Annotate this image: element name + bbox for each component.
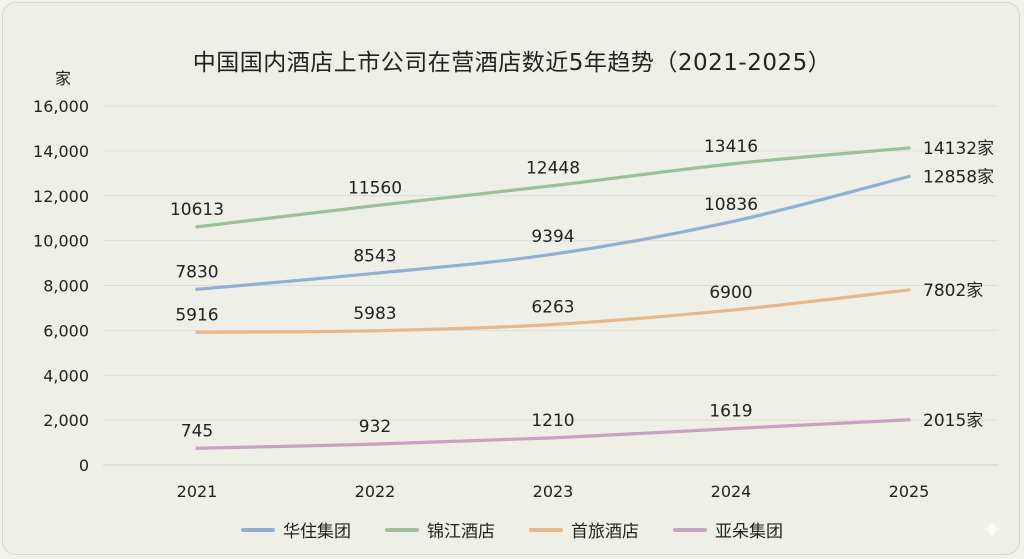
chart-title: 中国国内酒店上市公司在营酒店数近5年趋势（2021-2025）	[192, 50, 832, 76]
data-label: 7830	[175, 262, 218, 282]
data-point	[551, 252, 555, 256]
x-tick-label: 2024	[711, 482, 752, 501]
data-point	[907, 174, 911, 179]
legend-label: 亚朵集团	[715, 522, 783, 542]
data-label: 1619	[709, 402, 752, 422]
data-point	[729, 162, 733, 166]
y-tick-label: 10,000	[33, 232, 89, 251]
data-label: 10613	[170, 200, 224, 220]
data-label: 8543	[353, 246, 396, 266]
y-tick-label: 12,000	[33, 187, 89, 206]
y-tick-label: 16,000	[33, 97, 89, 116]
chart-legend: 华住集团 锦江酒店 首旅酒店 亚朵集团	[3, 517, 1019, 542]
data-point	[729, 220, 733, 224]
legend-item: 亚朵集团	[673, 517, 783, 542]
data-label: 6263	[531, 297, 574, 317]
x-tick-label: 2022	[355, 482, 396, 501]
data-point	[907, 418, 911, 422]
data-label: 932	[359, 417, 391, 437]
data-point	[551, 436, 555, 440]
data-label: 13416	[704, 137, 758, 157]
y-tick-label: 0	[79, 456, 89, 475]
legend-swatch	[241, 527, 275, 532]
data-label: 7802家	[923, 281, 983, 301]
data-point	[373, 442, 377, 446]
legend-label: 首旅酒店	[571, 522, 639, 542]
y-tick-label: 8,000	[43, 277, 89, 296]
data-point	[907, 288, 911, 292]
legend-label: 锦江酒店	[427, 522, 495, 542]
legend-item: 锦江酒店	[385, 517, 495, 542]
sparkle-icon: ✦	[981, 516, 1003, 546]
data-label: 745	[181, 421, 213, 441]
data-label: 6900	[709, 283, 752, 303]
data-label: 1210	[531, 411, 574, 431]
data-label: 12448	[526, 159, 580, 179]
data-point	[195, 287, 199, 291]
data-point	[195, 225, 199, 229]
data-label: 5983	[353, 304, 396, 324]
line-chart-plot: 0 2,000 4,000 6,000 8,000 10,000 12,000 14,000 1…	[33, 97, 998, 501]
data-point	[373, 204, 377, 208]
y-tick-label: 4,000	[43, 366, 89, 385]
x-tick-label: 2021	[177, 482, 218, 501]
data-point	[373, 329, 377, 333]
data-point	[551, 184, 555, 188]
data-label: 5916	[175, 305, 218, 325]
y-axis-unit-label: 家	[55, 69, 72, 88]
data-label: 14132家	[923, 139, 994, 159]
data-point	[729, 427, 733, 431]
data-point	[195, 446, 199, 450]
legend-swatch	[673, 527, 707, 532]
data-point	[373, 271, 377, 275]
data-label: 12858家	[923, 167, 994, 187]
data-label: 9394	[531, 227, 574, 247]
x-tick-label: 2023	[533, 482, 574, 501]
data-point	[195, 330, 199, 334]
data-label: 10836	[704, 195, 758, 215]
legend-item: 首旅酒店	[529, 517, 639, 542]
data-point	[907, 146, 911, 150]
data-point	[729, 308, 733, 312]
legend-item: 华住集团	[241, 517, 351, 542]
y-tick-label: 6,000	[43, 321, 89, 340]
data-label: 2015家	[923, 411, 983, 431]
legend-swatch	[385, 527, 419, 532]
data-label: 11560	[348, 179, 402, 199]
legend-label: 华住集团	[283, 522, 351, 542]
x-tick-label: 2025	[889, 482, 930, 501]
legend-swatch	[529, 527, 563, 532]
y-tick-label: 14,000	[33, 142, 89, 161]
y-tick-label: 2,000	[43, 411, 89, 430]
data-point	[551, 322, 555, 327]
